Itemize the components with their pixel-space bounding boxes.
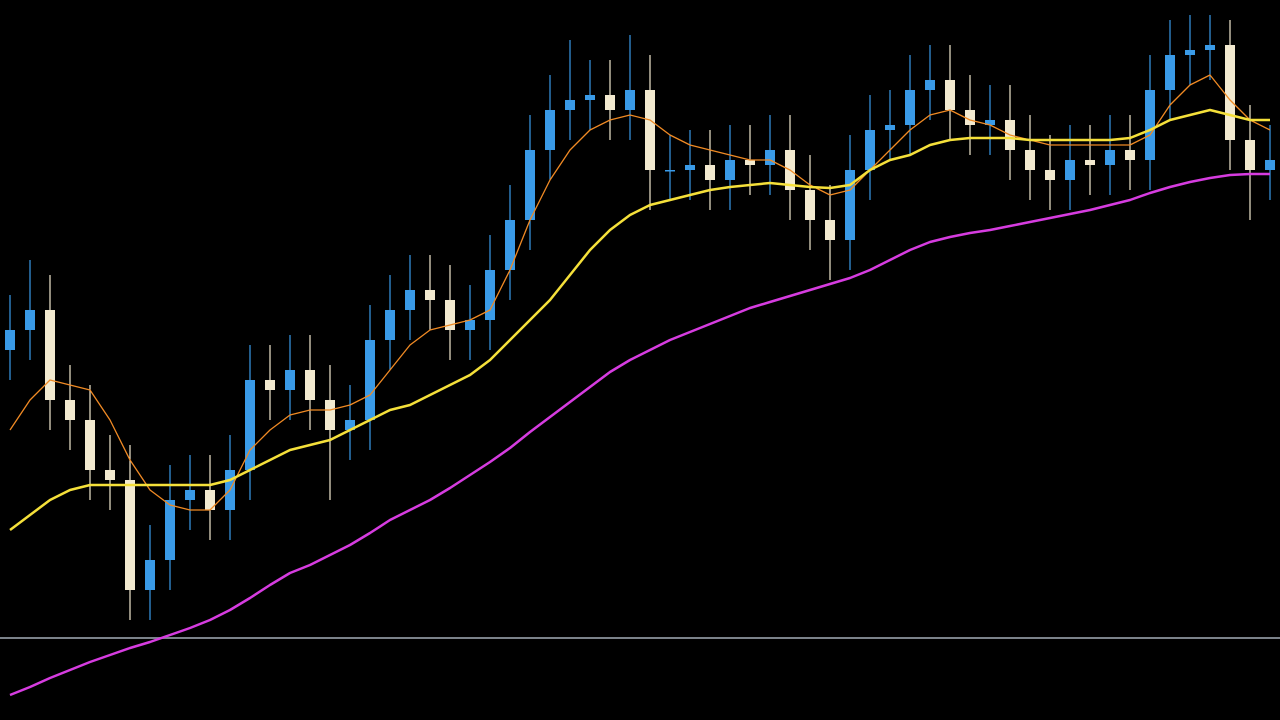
candle-body [1265,160,1275,170]
candle-body [1125,150,1135,160]
candle-body [145,560,155,590]
candle-body [605,95,615,110]
candle-body [705,165,715,180]
candle-body [325,400,335,430]
candle-body [905,90,915,125]
candle-body [485,270,495,320]
candle-body [625,90,635,110]
candle-body [165,500,175,560]
candle-body [45,310,55,400]
candle-body [445,300,455,330]
candle-body [845,170,855,240]
candle-body [1145,90,1155,160]
candle-body [885,125,895,130]
candle-body [1025,150,1035,170]
candle-body [1085,160,1095,165]
candle-body [205,490,215,510]
candle-body [725,160,735,180]
candle-body [125,480,135,590]
candle-body [285,370,295,390]
moving-average [9,74,1271,511]
candle-body [645,90,655,170]
moving-average [9,172,1270,697]
candle-body [465,320,475,330]
candle-body [365,340,375,420]
candle-body [1165,55,1175,90]
candle-body [865,130,875,170]
candle-body [505,220,515,270]
candle-body [685,165,695,170]
candle-body [1105,150,1115,165]
candle-body [1065,160,1075,180]
candle-body [25,310,35,330]
candle-body [765,150,775,165]
candle-body [245,380,255,470]
candle-body [425,290,435,300]
candle-body [525,150,535,220]
candle-body [65,400,75,420]
candle-body [1245,140,1255,170]
candle-body [585,95,595,100]
candle-body [825,220,835,240]
candle-body [745,160,755,165]
candle-body [665,170,675,172]
candle-body [305,370,315,400]
candle-body [805,190,815,220]
candle-body [265,380,275,390]
candle-body [385,310,395,340]
candle-body [565,100,575,110]
candle-body [1225,45,1235,140]
candle-body [105,470,115,480]
candle-body [1205,45,1215,50]
candle-body [405,290,415,310]
candle-body [85,420,95,470]
candle-body [5,330,15,350]
candle-body [545,110,555,150]
candle-body [1045,170,1055,180]
moving-average [9,108,1270,531]
candle-body [965,110,975,125]
candle-body [945,80,955,110]
candle-body [185,490,195,500]
candle-body [925,80,935,90]
candle-body [345,420,355,430]
candle-body [985,120,995,125]
candle-body [1185,50,1195,55]
